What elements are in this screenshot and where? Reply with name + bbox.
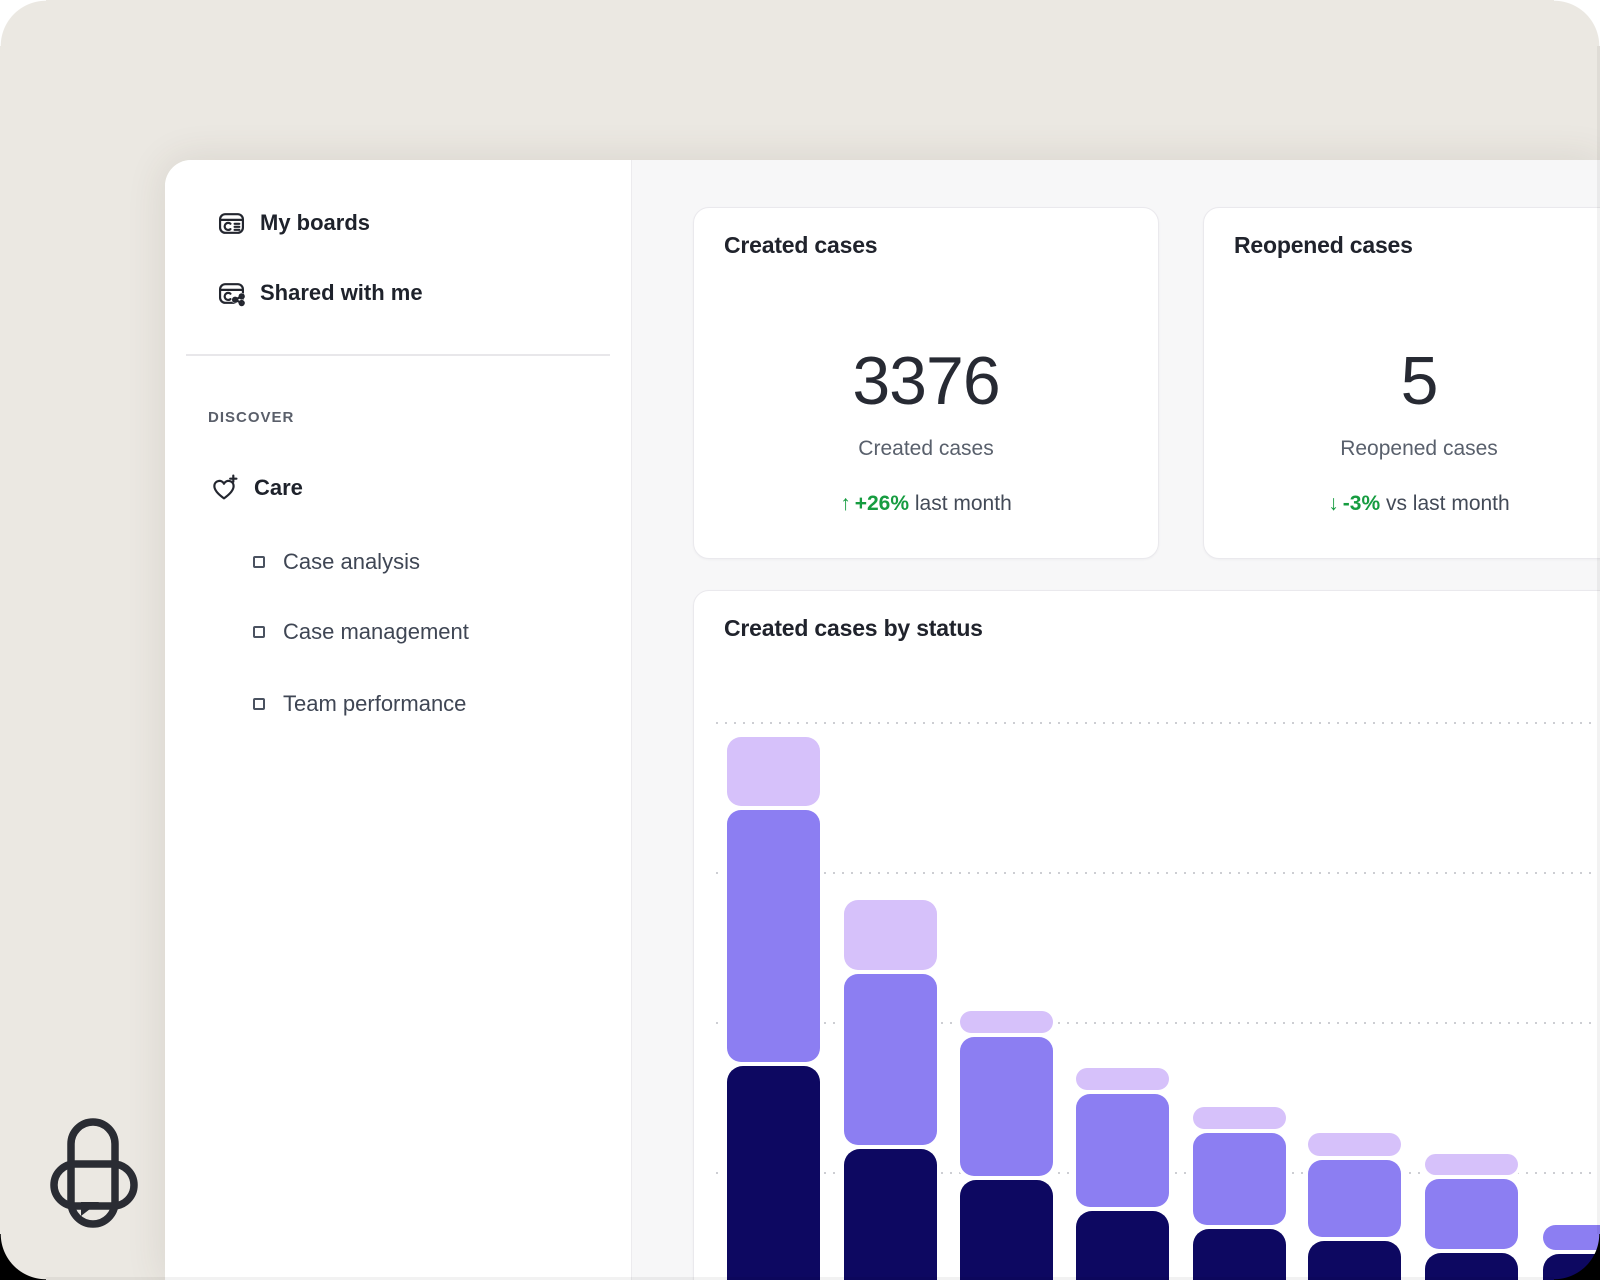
delta-suffix: last month [909, 492, 1012, 515]
sidebar-subitem-case-analysis[interactable]: Case analysis [253, 542, 420, 582]
created-cases-card: Created cases 3376 Created cases ↑+26% l… [693, 207, 1159, 559]
brand-logo [50, 1116, 138, 1235]
square-bullet-icon [253, 556, 265, 568]
chart-title: Created cases by status [724, 615, 983, 642]
sidebar-item-care[interactable]: Care [210, 468, 303, 508]
delta-suffix: vs last month [1380, 492, 1510, 515]
rounded-corner-mask [1554, 0, 1600, 46]
sidebar-section-discover: DISCOVER [208, 407, 294, 427]
sidebar-subitem-case-management[interactable]: Case management [253, 612, 469, 652]
rounded-corner-mask [0, 0, 46, 46]
created-cases-delta: ↑+26% last month [694, 492, 1158, 516]
care-icon [210, 474, 239, 503]
shared-boards-icon [218, 280, 245, 307]
sidebar-subitem-team-performance[interactable]: Team performance [253, 684, 466, 724]
sidebar-item-shared-with-me[interactable]: Shared with me [218, 273, 423, 313]
sidebar-item-my-boards[interactable]: My boards [218, 203, 370, 243]
reopened-cases-value: 5 [1204, 342, 1600, 420]
sidebar: My boards [165, 160, 632, 1280]
card-title: Reopened cases [1234, 232, 1413, 259]
sidebar-subitem-label: Case analysis [283, 549, 420, 575]
created-cases-label: Created cases [694, 437, 1158, 461]
arrow-up-icon: ↑ [840, 492, 855, 515]
arrow-down-icon: ↓ [1328, 492, 1343, 515]
boards-icon [218, 210, 245, 237]
square-bullet-icon [253, 698, 265, 710]
card-title: Created cases [724, 232, 877, 259]
sidebar-subitem-label: Team performance [283, 691, 466, 717]
sidebar-item-label: Care [254, 475, 303, 501]
delta-percent: +26% [855, 492, 909, 515]
sidebar-divider [186, 354, 610, 356]
reopened-cases-label: Reopened cases [1204, 437, 1600, 461]
reopened-cases-delta: ↓-3% vs last month [1204, 492, 1600, 516]
reopened-cases-card: Reopened cases 5 Reopened cases ↓-3% vs … [1203, 207, 1600, 559]
created-cases-by-status-card: Created cases by status [693, 590, 1600, 1280]
rounded-corner-mask [0, 1234, 46, 1280]
delta-percent: -3% [1343, 492, 1380, 515]
sidebar-item-label: Shared with me [260, 280, 423, 306]
created-cases-value: 3376 [694, 342, 1158, 420]
sidebar-subitem-label: Case management [283, 619, 469, 645]
screenshot-canvas: My boards [0, 0, 1600, 1280]
sidebar-item-label: My boards [260, 210, 370, 236]
square-bullet-icon [253, 626, 265, 638]
